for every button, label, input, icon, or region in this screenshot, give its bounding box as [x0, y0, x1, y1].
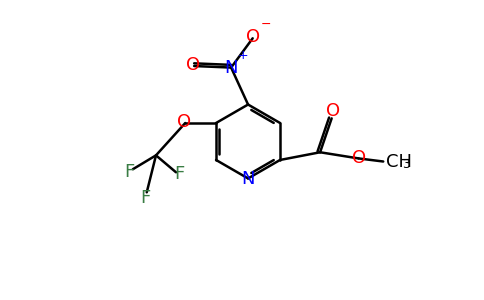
Text: +: +	[238, 49, 249, 62]
Text: O: O	[186, 56, 200, 74]
Text: F: F	[174, 165, 184, 183]
Text: F: F	[140, 190, 151, 208]
Text: O: O	[326, 103, 340, 121]
Text: CH: CH	[386, 152, 412, 170]
Text: O: O	[352, 149, 366, 167]
Text: O: O	[246, 28, 260, 46]
Text: N: N	[242, 170, 255, 188]
Text: O: O	[178, 113, 192, 131]
Text: −: −	[261, 18, 272, 31]
Text: N: N	[225, 58, 238, 76]
Text: F: F	[125, 163, 135, 181]
Text: 3: 3	[402, 158, 409, 171]
